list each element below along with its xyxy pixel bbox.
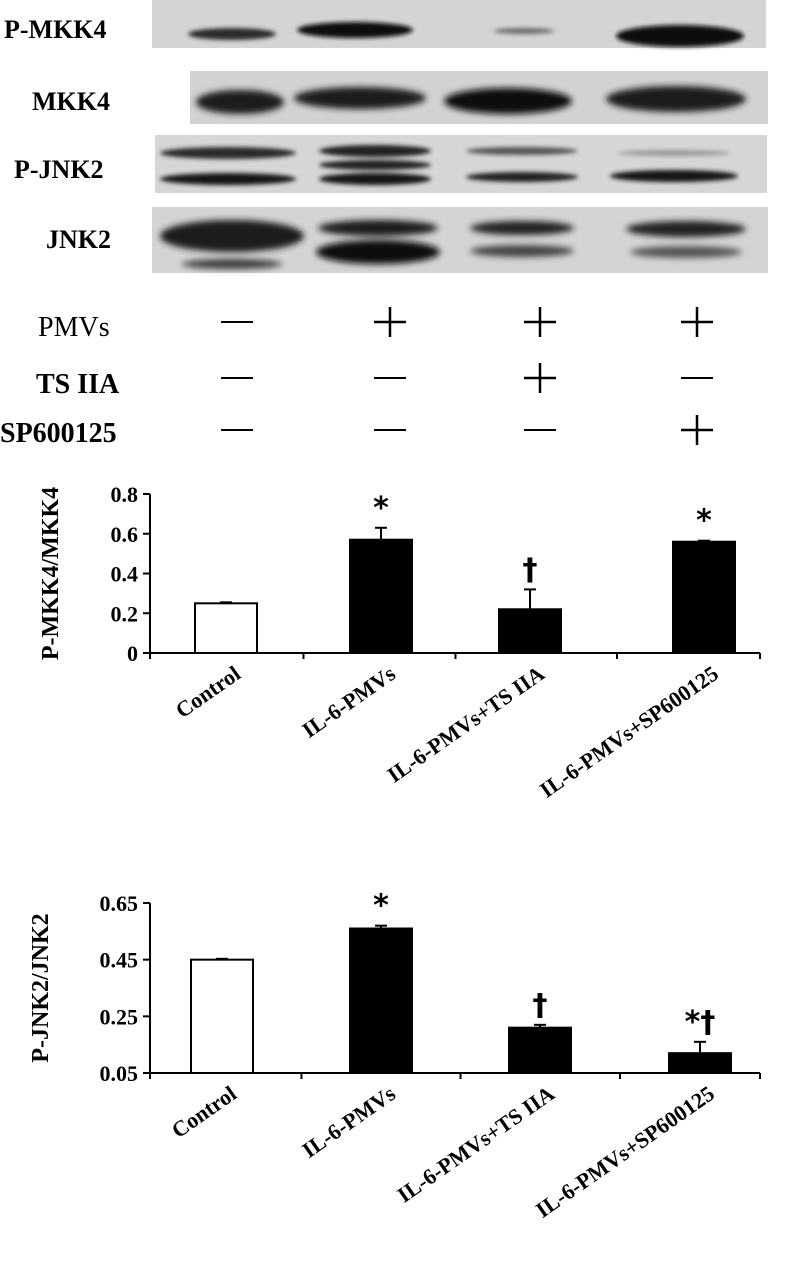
- band: [494, 28, 554, 34]
- y-tick-label: 0.45: [100, 948, 139, 973]
- treatment-label-sp600125: SP600125: [0, 418, 117, 449]
- category-label: IL-6-PMVs+SP600125: [535, 661, 723, 803]
- significance-marker: †: [533, 988, 548, 1023]
- band: [618, 150, 730, 156]
- significance-marker: *: [373, 491, 389, 526]
- y-tick-label: 0.8: [111, 482, 139, 507]
- y-axis-label: P-JNK2/JNK2: [28, 913, 54, 1062]
- blot-label-p-jnk2: P-JNK2: [14, 155, 104, 184]
- bar: [668, 1052, 732, 1074]
- band: [294, 87, 426, 109]
- band: [630, 246, 742, 258]
- band: [616, 25, 744, 47]
- treatment-table: PMVs TS IIA SP600125: [0, 307, 713, 449]
- y-tick-label: 0.4: [111, 562, 139, 587]
- band: [626, 221, 746, 237]
- blot-panel-jnk2: [152, 207, 768, 273]
- band: [188, 28, 276, 40]
- bar: [190, 958, 254, 1075]
- treatment-label-ts-iia: TS IIA: [36, 369, 120, 400]
- y-tick-label: 0: [127, 641, 138, 666]
- y-tick-label: 0.25: [100, 1004, 139, 1029]
- blot-label-jnk2: JNK2: [46, 225, 111, 254]
- band: [466, 147, 578, 155]
- bar: [349, 538, 413, 655]
- band: [606, 86, 746, 112]
- band: [470, 221, 574, 235]
- blot-label-mkk4: MKK4: [32, 87, 110, 116]
- treatment-signs: [221, 307, 713, 445]
- significance-marker: *: [696, 504, 712, 539]
- y-tick-label: 0.6: [111, 522, 139, 547]
- y-axis-label: P-MKK4/MKK4: [38, 487, 64, 660]
- band: [318, 220, 438, 236]
- category-label: Control: [167, 1081, 241, 1143]
- band: [319, 160, 431, 170]
- category-label: Control: [171, 661, 245, 723]
- category-label: IL-6-PMVs: [297, 1080, 400, 1162]
- bar: [194, 602, 258, 654]
- band: [160, 220, 304, 252]
- category-label: IL-6-PMVs+TS IIA: [383, 661, 549, 788]
- category-label: IL-6-PMVs+TS IIA: [393, 1081, 559, 1208]
- band: [316, 240, 440, 264]
- blot-labels: P-MKK4 MKK4 P-JNK2 JNK2: [4, 15, 111, 254]
- blot-panel-p-mkk4: [152, 0, 766, 48]
- bar: [508, 1026, 572, 1074]
- significance-marker: †: [523, 552, 538, 587]
- chart-p-jnk2-jnk2: 0.05 0.25 0.45 0.65 P-JNK2/JNK2 Control * IL-6-…: [28, 889, 761, 1223]
- bar: [672, 540, 736, 655]
- band: [466, 172, 578, 182]
- blot-panel-p-jnk2: [155, 135, 767, 193]
- category-label: IL-6-PMVs+SP600125: [531, 1081, 719, 1223]
- band: [196, 90, 284, 114]
- bar: [498, 608, 562, 655]
- category-label: IL-6-PMVs: [297, 660, 400, 742]
- chart-p-mkk4-mkk4: 0 0.2 0.4 0.6 0.8 P-MKK4/MKK4 Control * IL-6-PMV…: [38, 482, 761, 803]
- blot-label-p-mkk4: P-MKK4: [4, 15, 107, 44]
- bar: [349, 927, 413, 1074]
- band: [160, 147, 296, 159]
- significance-marker: *: [373, 889, 389, 924]
- band: [182, 259, 282, 269]
- band: [319, 145, 431, 157]
- treatment-label-pmvs: PMVs: [38, 312, 110, 343]
- y-tick-label: 0.05: [100, 1061, 139, 1086]
- blot-panel-mkk4: [190, 71, 768, 124]
- band: [444, 88, 572, 114]
- band: [297, 22, 413, 38]
- y-tick-label: 0.2: [111, 601, 139, 626]
- band: [319, 173, 431, 185]
- y-tick-label: 0.65: [100, 891, 139, 916]
- significance-marker: *†: [685, 1005, 716, 1040]
- band: [610, 170, 738, 182]
- band: [160, 173, 296, 185]
- band: [470, 245, 574, 257]
